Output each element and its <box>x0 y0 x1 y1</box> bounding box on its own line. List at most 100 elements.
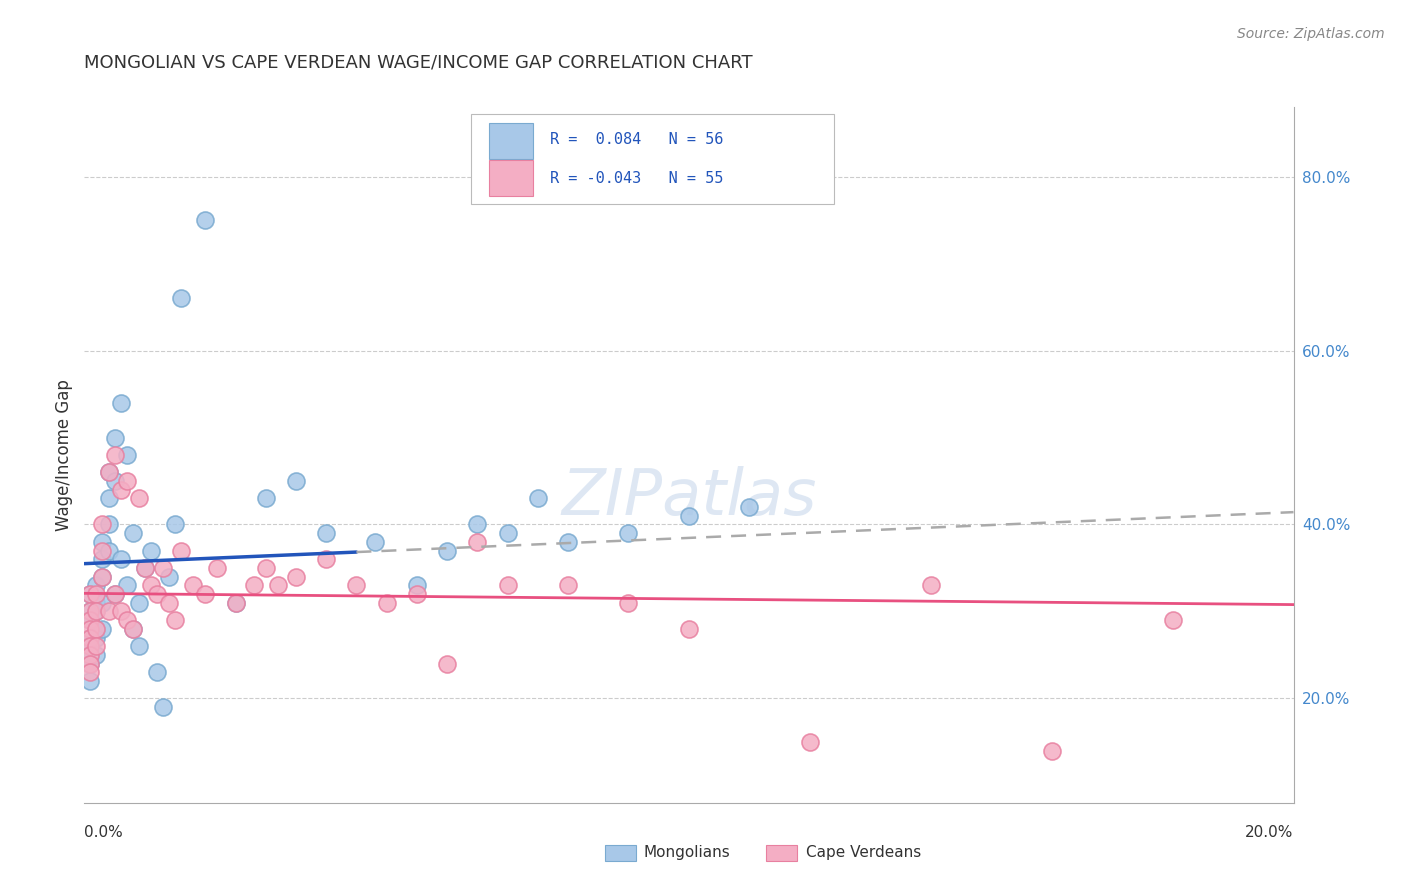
Point <box>617 526 640 541</box>
Point <box>97 466 120 480</box>
Point <box>91 570 114 584</box>
Point <box>557 534 579 549</box>
Point <box>97 543 120 558</box>
Point <box>467 517 489 532</box>
Point <box>79 605 101 619</box>
Point <box>738 500 761 514</box>
Point <box>97 466 120 480</box>
Point <box>678 622 700 636</box>
Point <box>91 517 114 532</box>
Point <box>104 474 127 488</box>
Point <box>375 596 398 610</box>
Point <box>104 448 127 462</box>
Point <box>121 526 143 541</box>
Point <box>315 552 337 566</box>
Point <box>207 561 229 575</box>
Point <box>121 622 143 636</box>
Point <box>799 735 821 749</box>
Point <box>242 578 264 592</box>
Point <box>104 430 127 444</box>
Point <box>139 578 162 592</box>
FancyBboxPatch shape <box>489 160 533 196</box>
Point <box>170 543 193 558</box>
Point <box>134 561 156 575</box>
Point <box>91 552 114 566</box>
Point <box>406 587 429 601</box>
Text: Mongolians: Mongolians <box>644 846 731 860</box>
Point <box>79 613 101 627</box>
Point <box>79 665 101 680</box>
Point <box>134 561 156 575</box>
Point <box>406 578 429 592</box>
Text: MONGOLIAN VS CAPE VERDEAN WAGE/INCOME GAP CORRELATION CHART: MONGOLIAN VS CAPE VERDEAN WAGE/INCOME GA… <box>84 54 754 71</box>
FancyBboxPatch shape <box>489 123 533 159</box>
Point <box>436 657 458 671</box>
Point <box>79 639 101 653</box>
Point <box>110 552 132 566</box>
Point <box>254 491 277 506</box>
Point <box>139 543 162 558</box>
Point <box>97 491 120 506</box>
Point <box>110 395 132 409</box>
Point <box>254 561 277 575</box>
Point <box>557 578 579 592</box>
Point <box>152 700 174 714</box>
Point <box>363 534 385 549</box>
Point <box>152 561 174 575</box>
Point <box>128 639 150 653</box>
Point <box>146 665 169 680</box>
Point <box>79 648 101 662</box>
Point <box>79 648 101 662</box>
Point <box>128 491 150 506</box>
Point <box>104 587 127 601</box>
Text: 0.0%: 0.0% <box>84 825 124 840</box>
Point <box>1040 744 1063 758</box>
Point <box>86 605 108 619</box>
Point <box>91 622 114 636</box>
Text: Cape Verdeans: Cape Verdeans <box>806 846 921 860</box>
Point <box>79 587 101 601</box>
Point <box>146 587 169 601</box>
Point <box>86 622 108 636</box>
Point <box>225 596 247 610</box>
Point <box>86 622 108 636</box>
Point <box>157 570 180 584</box>
Point <box>181 578 204 592</box>
Point <box>115 474 138 488</box>
Text: 20.0%: 20.0% <box>1246 825 1294 840</box>
Point <box>115 448 138 462</box>
Point <box>79 674 101 689</box>
Point <box>267 578 290 592</box>
Text: ZIPatlas: ZIPatlas <box>561 466 817 528</box>
Point <box>86 639 108 653</box>
Point <box>79 657 101 671</box>
Point <box>91 596 114 610</box>
Point <box>617 596 640 610</box>
Point <box>79 631 101 645</box>
Point <box>86 578 108 592</box>
Point <box>110 483 132 497</box>
Point <box>97 517 120 532</box>
Point <box>920 578 942 592</box>
Point <box>86 648 108 662</box>
Point <box>194 587 217 601</box>
Point <box>346 578 368 592</box>
Point <box>163 613 186 627</box>
Point <box>225 596 247 610</box>
Point <box>110 605 132 619</box>
Text: R = -0.043   N = 55: R = -0.043 N = 55 <box>550 170 723 186</box>
Point <box>79 639 101 653</box>
Point <box>436 543 458 558</box>
Point <box>315 526 337 541</box>
Point <box>678 508 700 523</box>
Point <box>91 570 114 584</box>
Point <box>121 622 143 636</box>
Point <box>157 596 180 610</box>
Point <box>91 534 114 549</box>
Point <box>97 605 120 619</box>
Y-axis label: Wage/Income Gap: Wage/Income Gap <box>55 379 73 531</box>
Point <box>86 596 108 610</box>
Point <box>496 526 519 541</box>
Point <box>194 213 217 227</box>
Point <box>128 596 150 610</box>
